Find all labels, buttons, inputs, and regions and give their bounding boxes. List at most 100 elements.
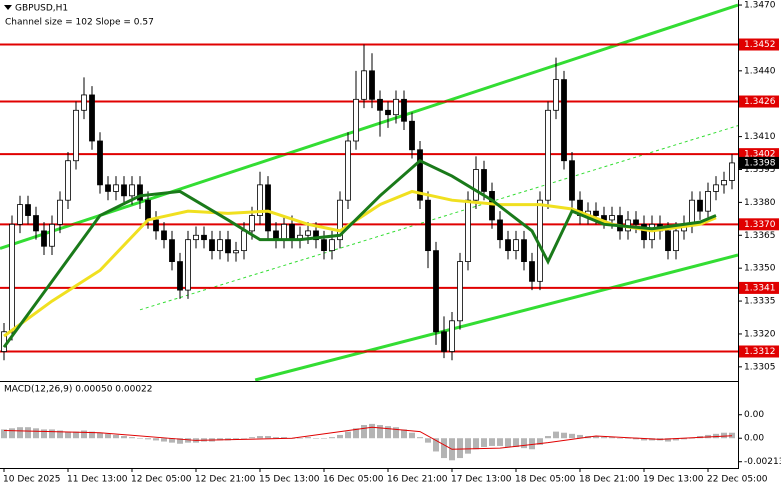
macd-bar <box>497 438 503 446</box>
macd-bar <box>617 438 623 439</box>
candle-body <box>417 149 423 201</box>
candle-body <box>673 230 679 252</box>
candle-body <box>217 239 223 252</box>
macd-bar <box>401 429 407 439</box>
macd-bar <box>385 426 391 439</box>
level-label-box <box>739 218 779 231</box>
chart-subtitle: Channel size = 102 Slope = 0.57 <box>5 18 154 28</box>
candle-body <box>41 230 47 247</box>
x-tick-label: 10 Dec 2025 <box>3 475 61 485</box>
macd-bar <box>49 429 55 439</box>
x-tick-label: 12 Dec 21:00 <box>195 475 256 485</box>
macd-signal <box>3 426 733 450</box>
candle-body <box>81 94 87 111</box>
macd-bar <box>417 437 423 439</box>
candle-body <box>105 184 111 192</box>
candle-body <box>409 120 415 151</box>
macd-bar <box>57 430 63 439</box>
level-label: 1.3426 <box>744 97 776 107</box>
macd-bar <box>177 438 183 444</box>
chart-title: GBPUSD,H1 <box>15 4 68 14</box>
candle-body <box>33 215 39 232</box>
macd-bar <box>409 432 415 439</box>
candle-body <box>393 98 399 116</box>
candle-body <box>201 234 207 241</box>
channel-mid <box>139 125 739 311</box>
macd-bar <box>505 438 511 448</box>
y-tick-label: 1.3395 <box>744 165 776 175</box>
macd-bar <box>249 437 255 439</box>
macd-bar <box>305 437 311 439</box>
macd-bar <box>393 427 399 439</box>
candle-body <box>609 215 615 221</box>
macd-bar <box>281 437 287 439</box>
level-label: 1.3452 <box>744 40 776 50</box>
macd-tick-label: 0.00 <box>744 434 764 444</box>
channel-lower <box>254 253 739 382</box>
candle-body <box>337 199 343 241</box>
y-tick-label: 1.3440 <box>744 66 776 76</box>
candle-body <box>177 261 183 291</box>
macd-bar <box>233 438 239 440</box>
macd-bar <box>353 428 359 439</box>
candle-body <box>721 180 727 186</box>
candle-body <box>17 204 23 225</box>
macd-bar <box>81 430 87 439</box>
macd-bar <box>97 432 103 439</box>
macd-bar <box>361 425 367 439</box>
candle-body <box>617 215 623 232</box>
menu-icon <box>4 5 12 10</box>
candle-body <box>345 140 351 201</box>
macd-bar <box>369 423 375 439</box>
macd-bar <box>689 438 695 439</box>
level-label: 1.3312 <box>744 347 776 357</box>
candle-body <box>689 199 695 225</box>
last-price-box <box>739 156 779 169</box>
macd-bar <box>161 438 167 442</box>
macd-bar <box>129 437 135 439</box>
macd-bar <box>577 434 583 439</box>
candle-body <box>169 239 175 262</box>
macd-bar <box>593 436 599 439</box>
macd-bar <box>25 427 31 439</box>
macd-bar <box>313 438 319 439</box>
candle-body <box>265 184 271 232</box>
macd-label: MACD(12,26,9) 0.00050 0.00022 <box>4 385 153 395</box>
x-tick-label: 17 Dec 13:00 <box>451 475 512 485</box>
macd-bar <box>721 432 727 439</box>
last-price-label: 1.3398 <box>744 158 776 168</box>
candle-body <box>57 199 63 225</box>
candle-body <box>121 184 127 197</box>
macd-bar <box>513 438 519 448</box>
macd-bar <box>241 438 247 439</box>
macd-bar <box>521 438 527 449</box>
macd-bar <box>273 437 279 439</box>
plot-layer <box>0 3 739 461</box>
candle-body <box>433 250 439 333</box>
macd-bar <box>17 427 23 439</box>
candle-body <box>569 160 575 201</box>
candle-body <box>697 199 703 212</box>
macd-bar <box>337 434 343 439</box>
candle-body <box>593 210 599 216</box>
candle-body <box>713 184 719 192</box>
macd-bar <box>529 438 535 450</box>
candle-body <box>249 215 255 232</box>
candle-body <box>641 223 647 241</box>
macd-bar <box>433 438 439 452</box>
macd-bar <box>457 438 463 459</box>
candle-body <box>633 219 639 225</box>
level-label-box <box>739 38 779 51</box>
level-label: 1.3341 <box>744 283 776 293</box>
candle-body <box>225 239 231 254</box>
candle-body <box>305 230 311 236</box>
macd-bar <box>41 429 47 439</box>
y-tick-label: 1.3305 <box>744 362 776 372</box>
x-tick-label: 19 Dec 13:00 <box>643 475 704 485</box>
macd-bar <box>153 438 159 441</box>
macd-bar <box>569 433 575 439</box>
candle-body <box>137 184 143 201</box>
macd-bar <box>265 436 271 439</box>
macd-bar <box>545 436 551 439</box>
